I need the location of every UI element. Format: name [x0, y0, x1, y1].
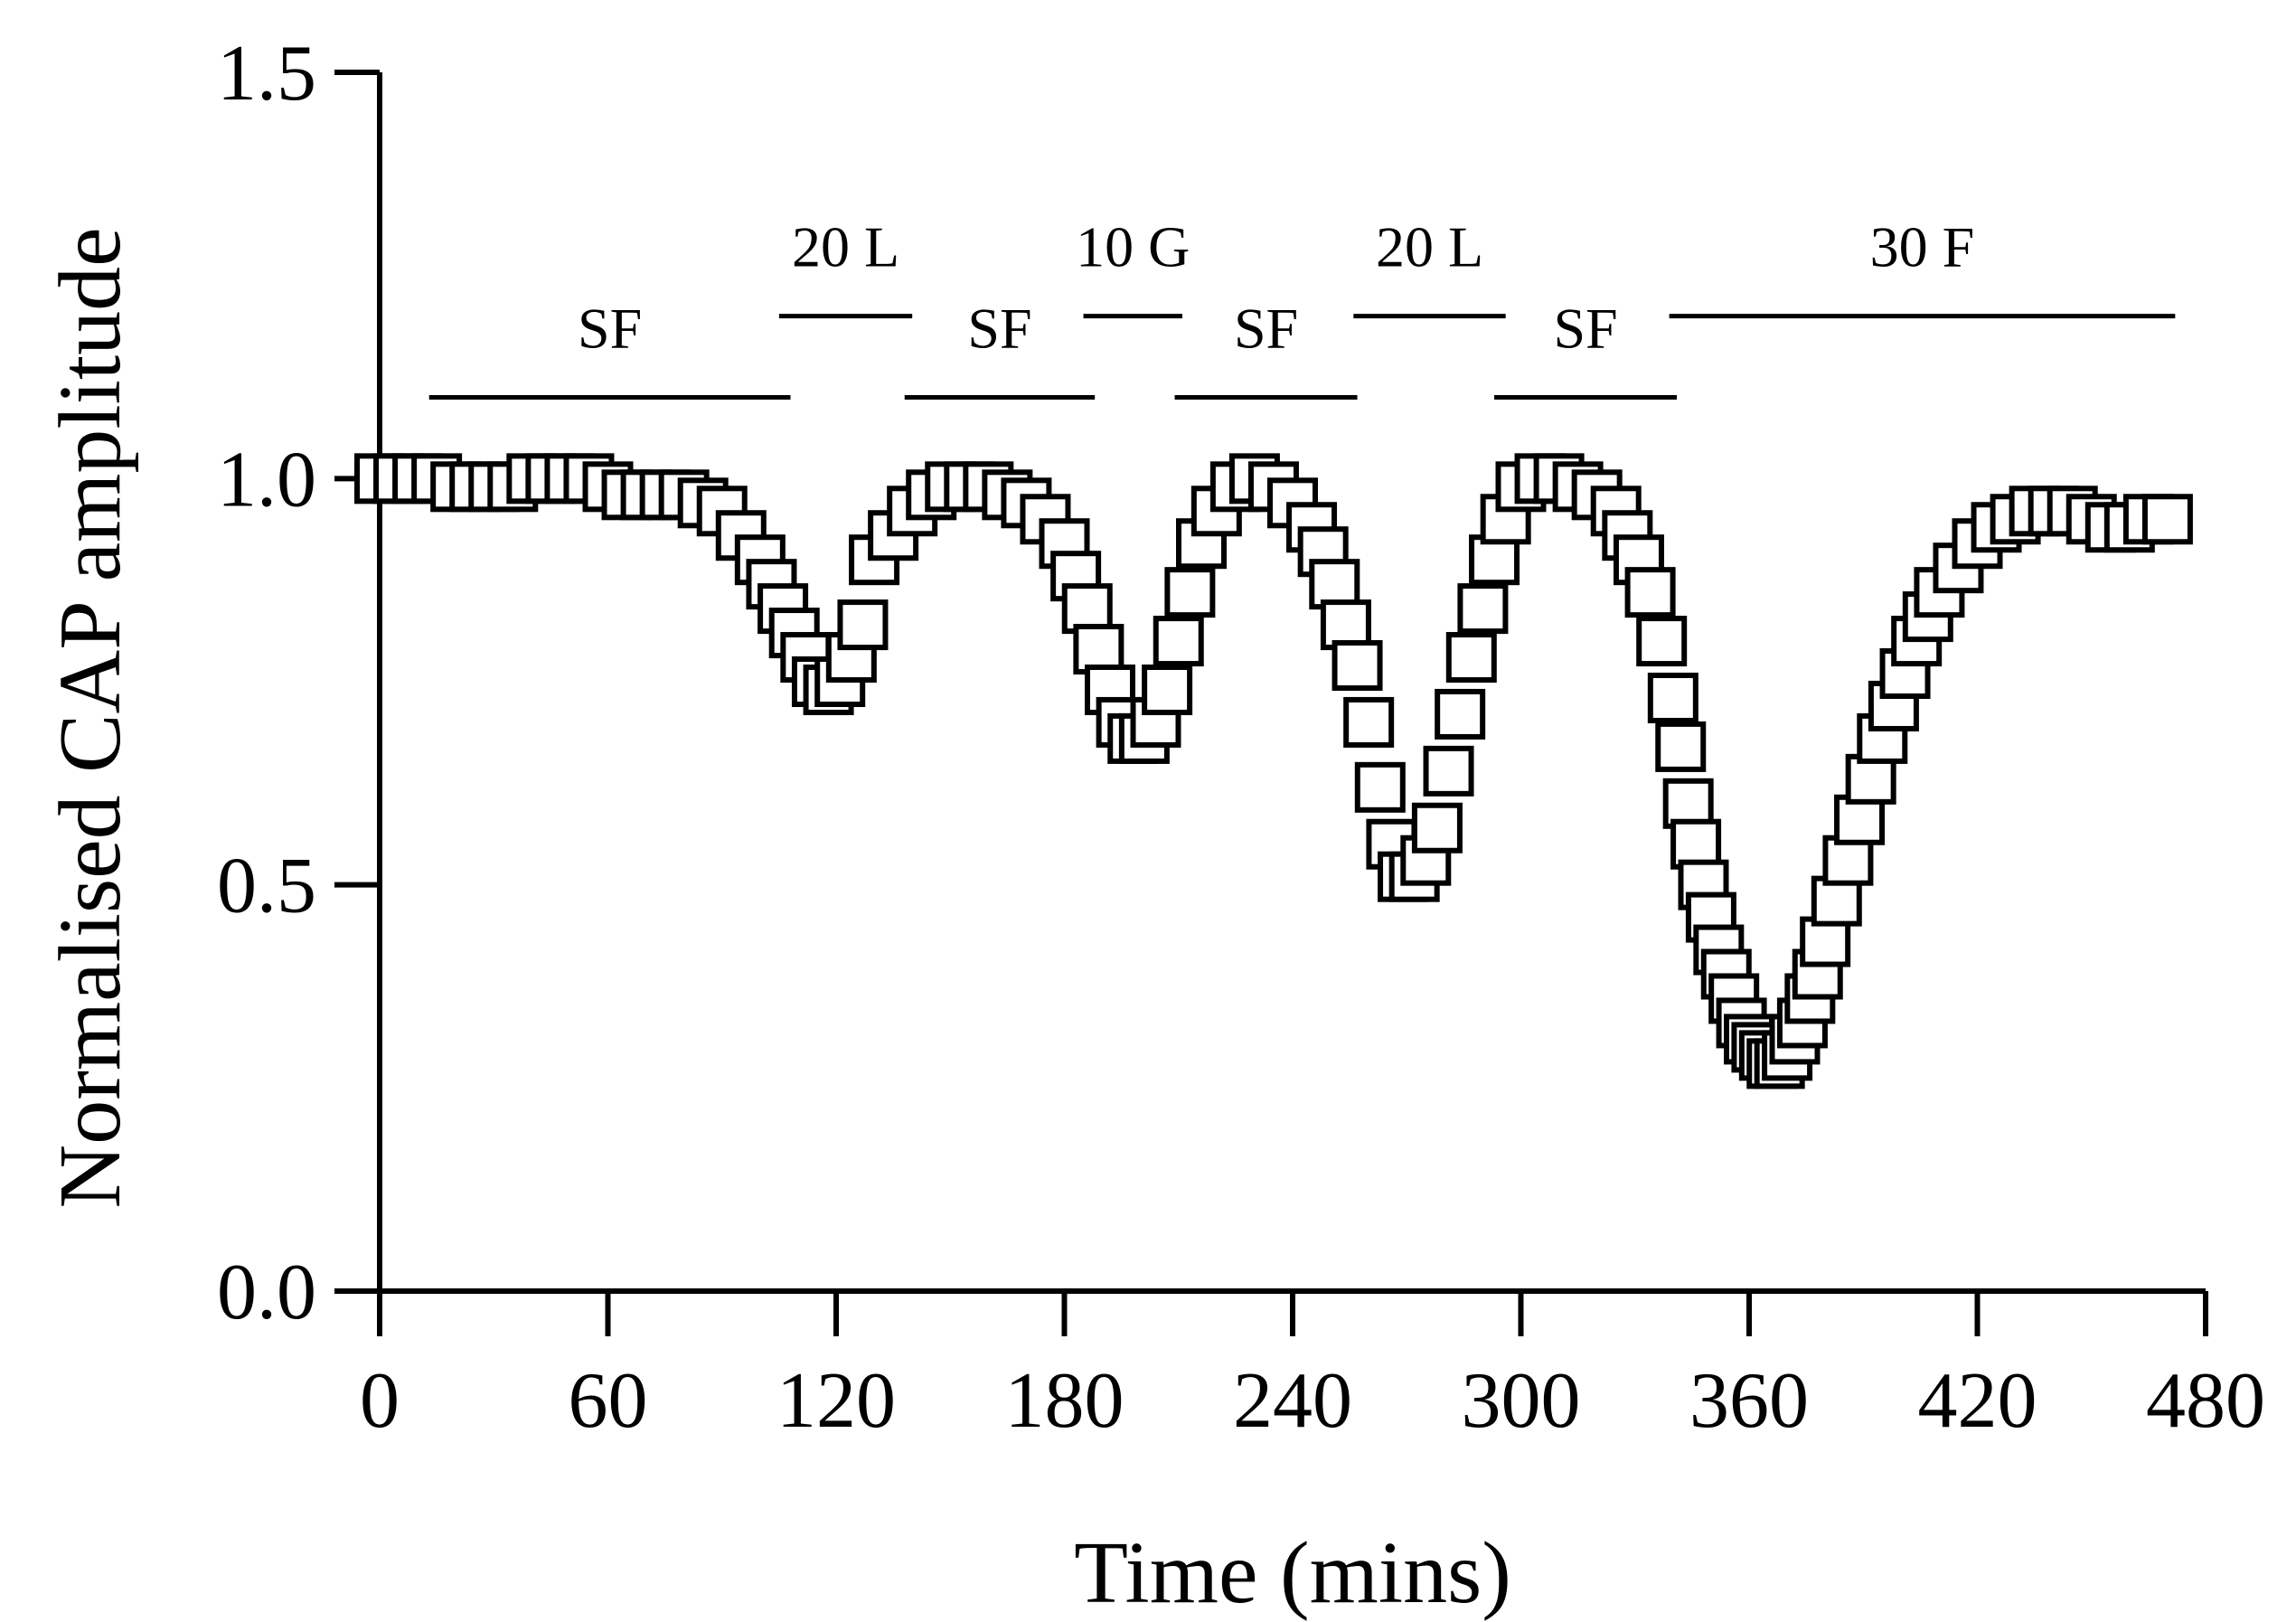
y-axis-title: Normalised CAP amplitude — [42, 227, 139, 1208]
treatment-label: SF — [967, 296, 1031, 360]
treatment-label: 20 L — [1376, 215, 1483, 279]
y-tick-label: 1.5 — [217, 30, 316, 118]
data-point — [1343, 696, 1395, 748]
data-point — [1423, 745, 1474, 797]
data-point — [1411, 802, 1463, 853]
data-markers — [354, 453, 2193, 1089]
data-point — [1647, 672, 1698, 723]
data-point — [825, 632, 877, 684]
x-tick-label: 420 — [1918, 1357, 2037, 1445]
data-point — [1164, 567, 1216, 618]
y-tick-label: 0.5 — [217, 843, 316, 930]
treatment-label: SF — [578, 296, 642, 360]
x-tick-label: 480 — [2146, 1357, 2265, 1445]
y-ticks: 0.0 0.5 1.0 1.5 — [217, 30, 380, 1336]
data-point — [1354, 761, 1406, 813]
data-point — [1624, 567, 1676, 618]
treatment-label: SF — [1234, 296, 1298, 360]
x-axis-title: Time (mins) — [1074, 1524, 1511, 1622]
treatment-bars: SF 20 L SF 10 G SF 20 L SF 30 F — [428, 215, 2176, 400]
data-point — [1435, 688, 1486, 740]
data-point — [1153, 616, 1204, 667]
data-point — [1445, 632, 1497, 684]
data-point — [1636, 616, 1688, 667]
x-tick-label: 240 — [1233, 1357, 1352, 1445]
data-point — [1176, 518, 1227, 570]
x-tick-label: 360 — [1689, 1357, 1809, 1445]
data-point — [1142, 664, 1193, 715]
x-tick-label: 180 — [1005, 1357, 1124, 1445]
data-point — [1331, 640, 1383, 692]
y-tick-label: 1.0 — [217, 436, 316, 523]
data-point — [1822, 835, 1874, 886]
treatment-label: 20 L — [792, 215, 899, 279]
data-point — [1073, 624, 1124, 675]
data-point — [2141, 494, 2193, 545]
data-point — [1457, 583, 1509, 635]
treatment-label: SF — [1553, 296, 1617, 360]
treatment-label: 30 F — [1870, 215, 1975, 279]
x-tick-label: 120 — [776, 1357, 896, 1445]
x-ticks: 0 60 120 180 240 300 360 420 480 — [360, 1291, 2265, 1445]
x-tick-label: 300 — [1462, 1357, 1581, 1445]
data-point — [1320, 599, 1371, 651]
data-point — [1834, 794, 1886, 845]
data-point — [837, 599, 889, 651]
treatment-label: 10 G — [1076, 215, 1190, 279]
data-point — [1655, 721, 1707, 772]
data-point — [1662, 778, 1714, 829]
x-tick-label: 60 — [569, 1357, 648, 1445]
data-point — [1845, 753, 1896, 805]
x-tick-label: 0 — [360, 1357, 400, 1445]
y-tick-label: 0.0 — [217, 1249, 316, 1336]
